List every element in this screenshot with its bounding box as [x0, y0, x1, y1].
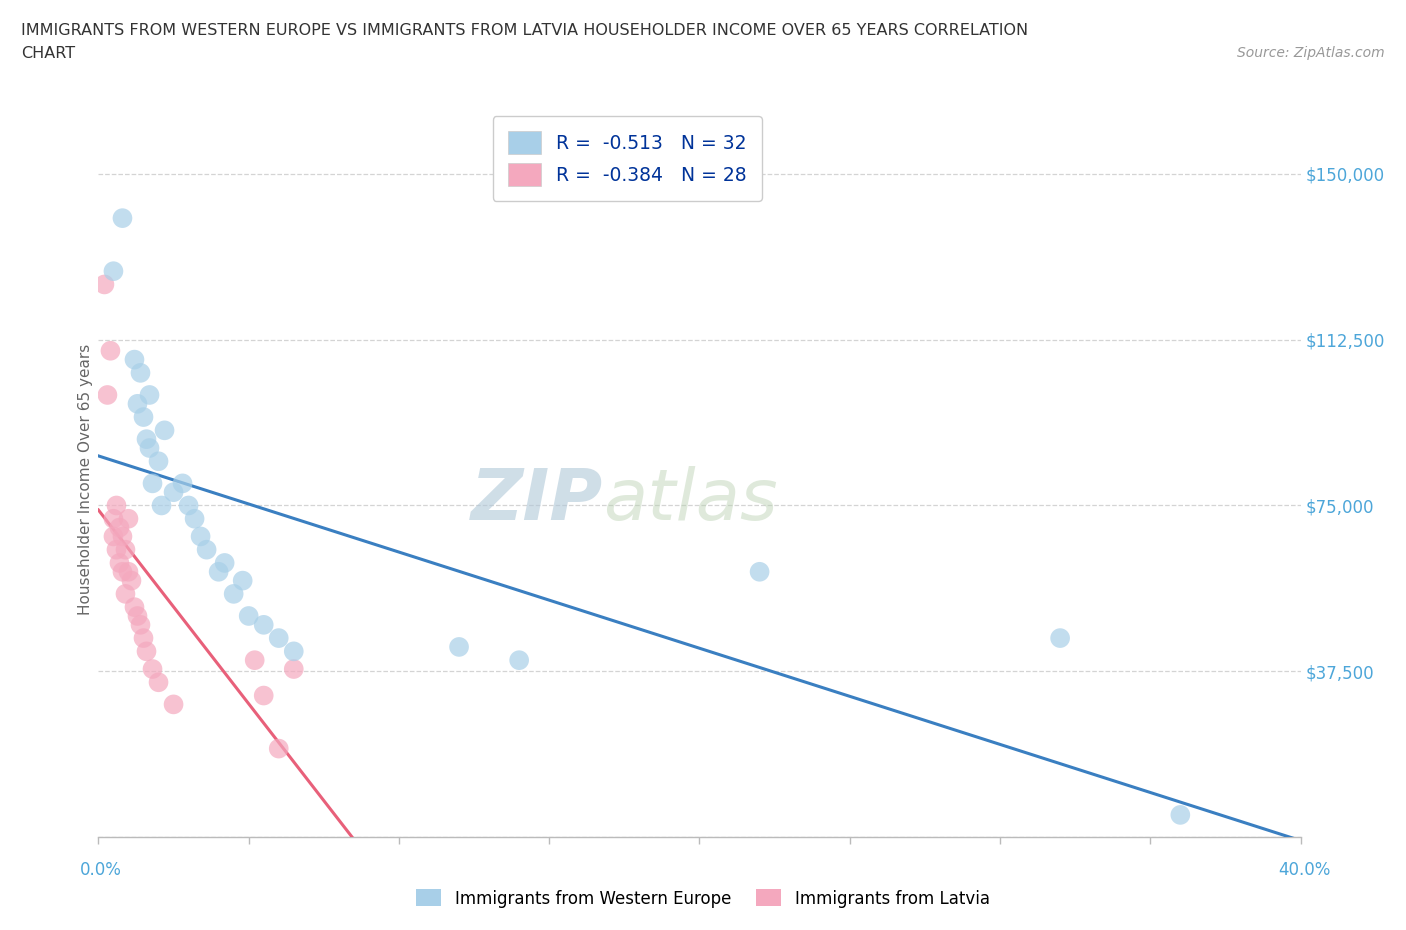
Point: [114, 542, 136, 557]
Point: [138, 441, 160, 456]
Point: [283, 661, 305, 676]
Point: [183, 512, 205, 526]
Point: [208, 565, 231, 579]
Text: ZIP: ZIP: [471, 466, 603, 535]
Point: [117, 565, 139, 579]
Point: [108, 520, 131, 535]
Point: [124, 352, 146, 367]
Point: [105, 498, 128, 513]
Point: [222, 587, 245, 602]
Point: [150, 498, 173, 513]
Point: [111, 529, 134, 544]
Point: [162, 697, 184, 711]
Point: [93, 277, 115, 292]
Point: [135, 644, 157, 658]
Point: [141, 661, 163, 676]
Point: [195, 542, 218, 557]
Point: [127, 608, 149, 623]
Point: [214, 555, 236, 570]
Point: [148, 454, 170, 469]
Point: [124, 600, 146, 615]
Point: [141, 476, 163, 491]
Point: [177, 498, 200, 513]
Point: [148, 675, 170, 690]
Point: [267, 741, 290, 756]
Point: [117, 512, 139, 526]
Point: [1049, 631, 1071, 645]
Point: [267, 631, 290, 645]
Point: [232, 573, 254, 588]
Point: [508, 653, 530, 668]
Point: [105, 542, 128, 557]
Legend: R =  -0.513   N = 32, R =  -0.384   N = 28: R = -0.513 N = 32, R = -0.384 N = 28: [492, 116, 762, 201]
Point: [132, 631, 155, 645]
Point: [132, 409, 155, 424]
Point: [243, 653, 266, 668]
Point: [96, 388, 118, 403]
Point: [111, 565, 134, 579]
Point: [153, 423, 176, 438]
Text: Source: ZipAtlas.com: Source: ZipAtlas.com: [1237, 46, 1385, 60]
Text: IMMIGRANTS FROM WESTERN EUROPE VS IMMIGRANTS FROM LATVIA HOUSEHOLDER INCOME OVER: IMMIGRANTS FROM WESTERN EUROPE VS IMMIGR…: [21, 23, 1028, 38]
Point: [121, 573, 143, 588]
Point: [129, 365, 152, 380]
Point: [253, 688, 276, 703]
Text: 40.0%: 40.0%: [1278, 860, 1331, 879]
Point: [253, 618, 276, 632]
Y-axis label: Householder Income Over 65 years: Householder Income Over 65 years: [77, 343, 93, 615]
Point: [447, 640, 470, 655]
Point: [100, 343, 122, 358]
Point: [114, 587, 136, 602]
Point: [103, 529, 125, 544]
Point: [238, 608, 260, 623]
Text: atlas: atlas: [603, 466, 778, 535]
Point: [108, 555, 131, 570]
Point: [283, 644, 305, 658]
Point: [135, 432, 157, 446]
Text: CHART: CHART: [21, 46, 75, 61]
Point: [172, 476, 194, 491]
Point: [748, 565, 770, 579]
Point: [103, 264, 125, 279]
Point: [190, 529, 212, 544]
Point: [1170, 807, 1192, 822]
Point: [129, 618, 152, 632]
Point: [162, 485, 184, 499]
Point: [111, 211, 134, 226]
Point: [103, 512, 125, 526]
Point: [138, 388, 160, 403]
Point: [127, 396, 149, 411]
Text: 0.0%: 0.0%: [80, 860, 122, 879]
Legend: Immigrants from Western Europe, Immigrants from Latvia: Immigrants from Western Europe, Immigran…: [409, 883, 997, 914]
